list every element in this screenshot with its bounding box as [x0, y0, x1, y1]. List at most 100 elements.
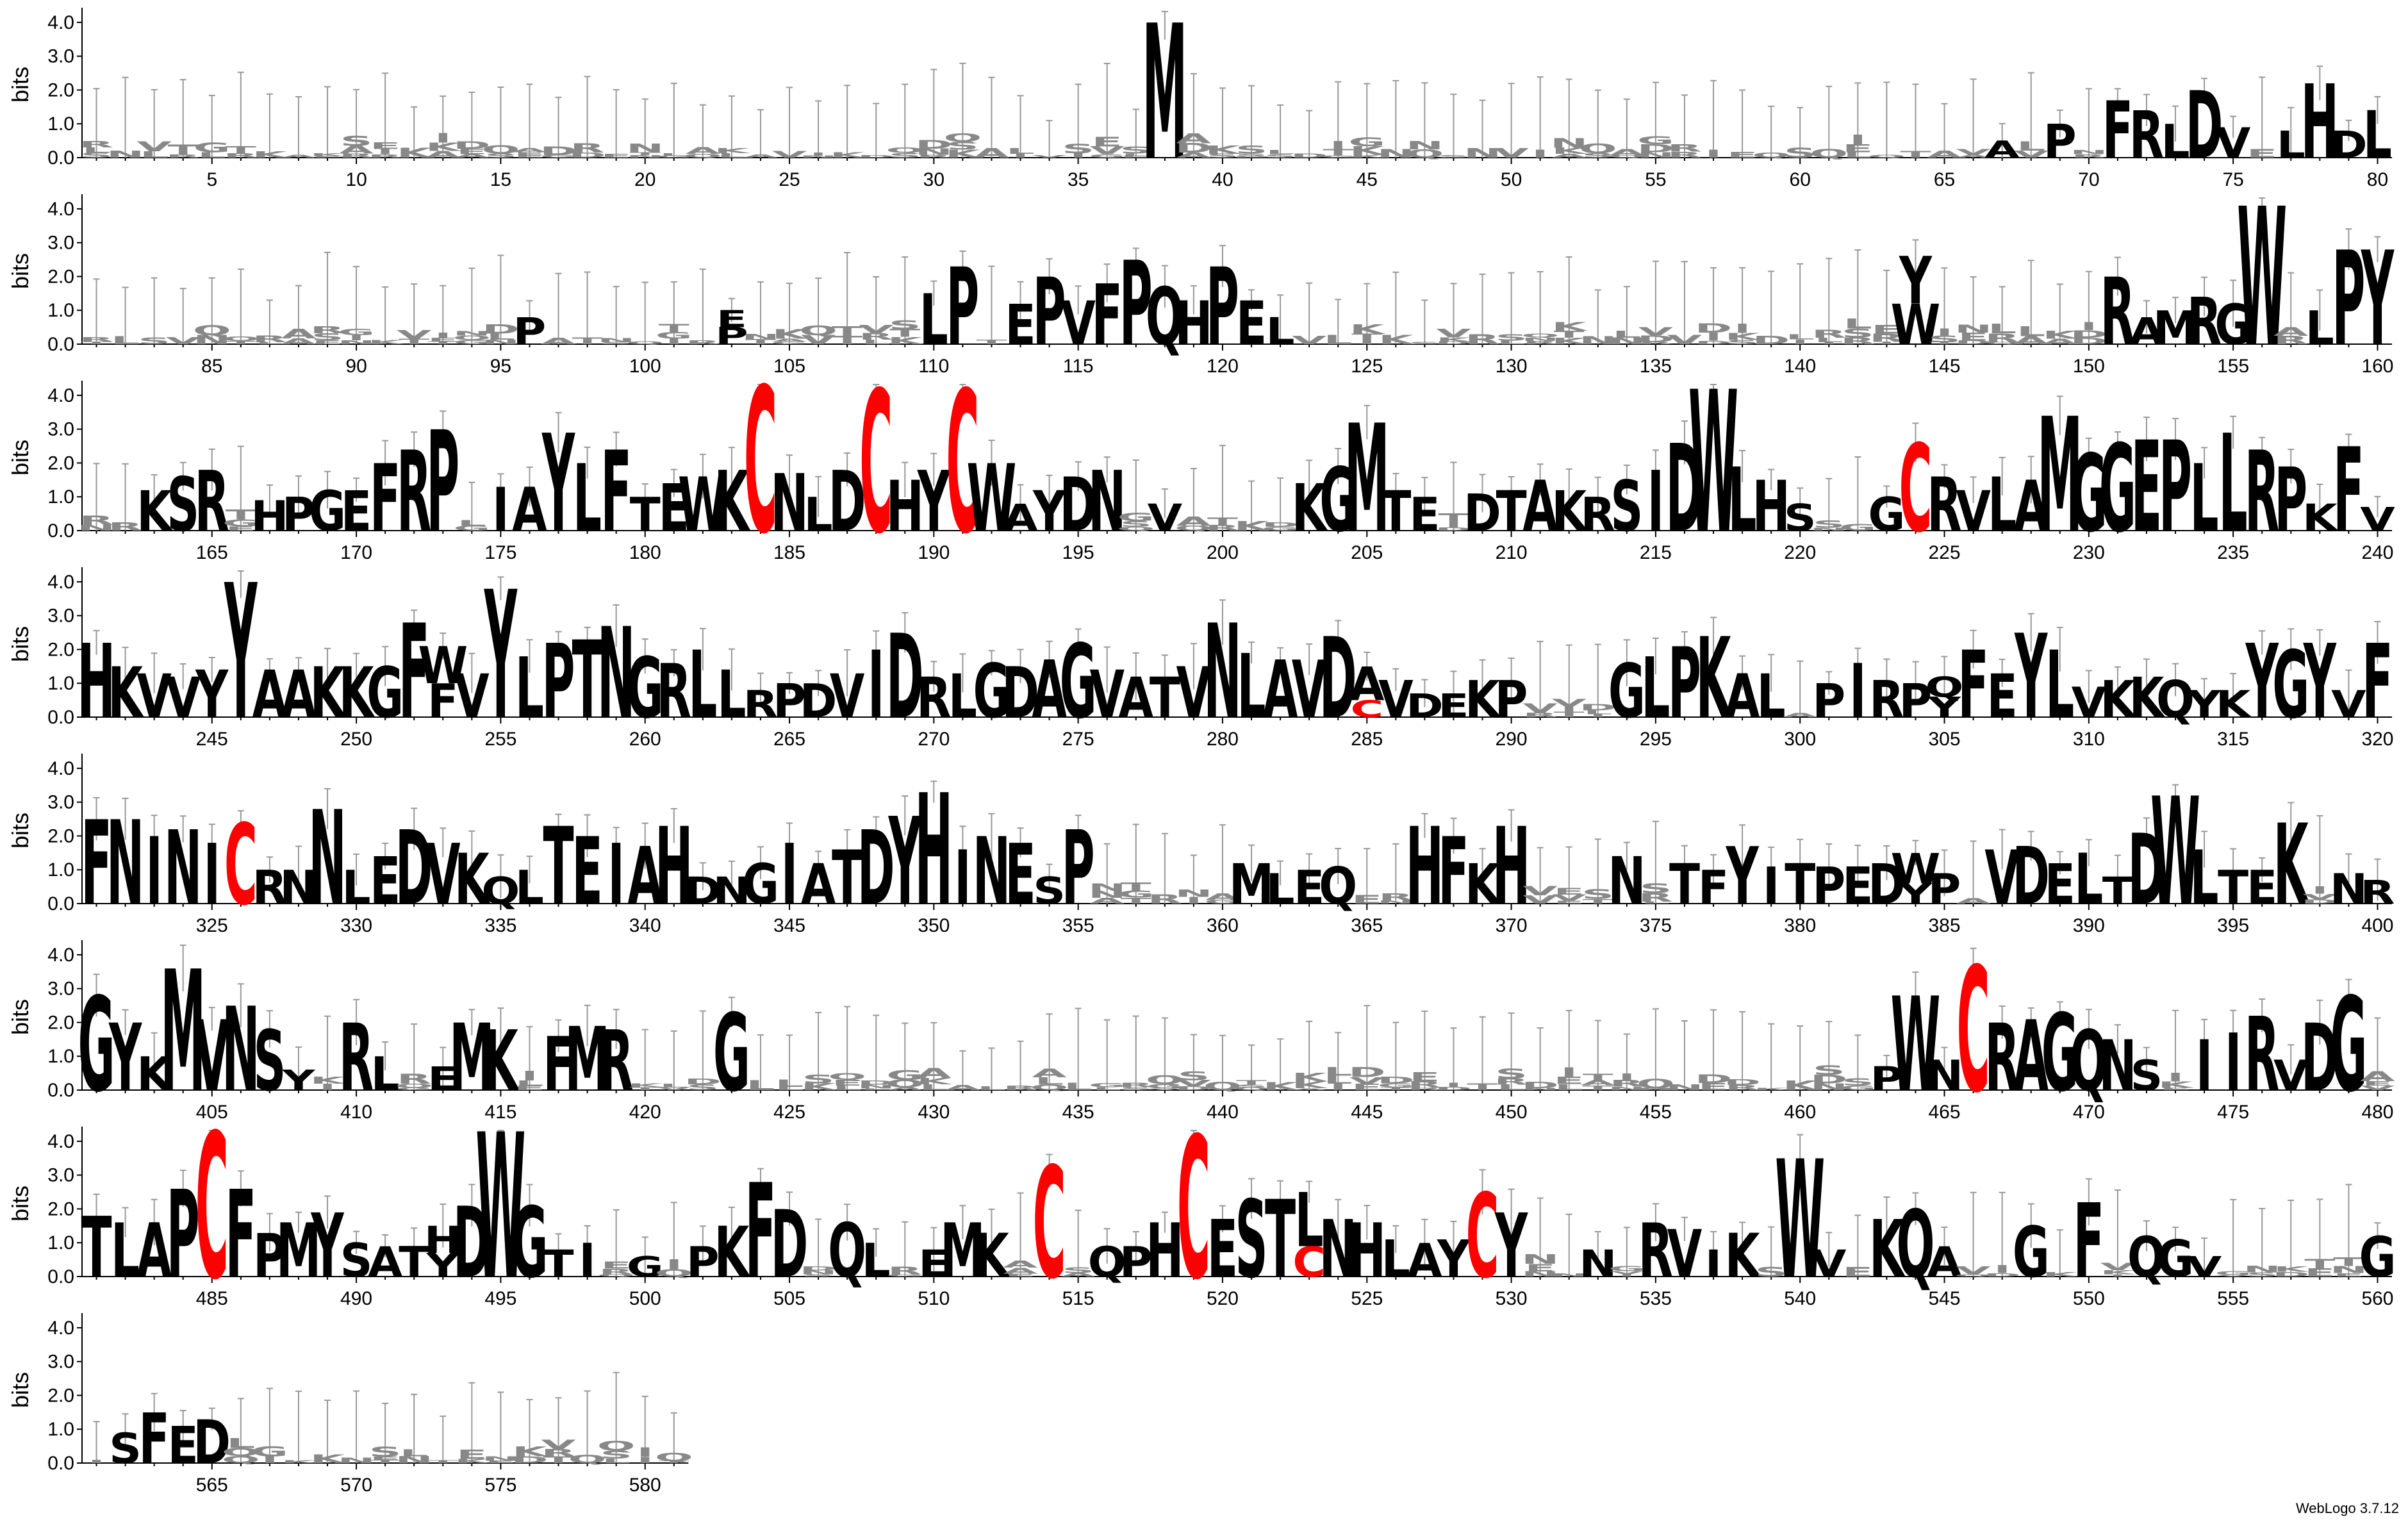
- logo-column: Y: [1032, 474, 1066, 544]
- logo-letter: N: [2070, 149, 2107, 156]
- logo-letter: S: [1119, 145, 1152, 156]
- logo-letter: E: [2247, 861, 2277, 914]
- logo-letter: V: [1522, 893, 1558, 907]
- y-tick-label: 2.0: [47, 1385, 74, 1406]
- logo-letter: D: [1435, 341, 1472, 345]
- logo-column: RT: [224, 71, 258, 159]
- logo-column: P: [2043, 109, 2077, 169]
- logo-letter: V: [801, 333, 836, 347]
- logo-letter: E: [1409, 488, 1440, 542]
- x-tick-label: 85: [201, 356, 222, 377]
- logo-column: Q: [1867, 81, 1906, 158]
- logo-letter: P: [2332, 224, 2366, 375]
- logo-letter: Y: [888, 793, 922, 933]
- logo-letter: F: [1438, 817, 1469, 925]
- logo-letter: P: [426, 402, 459, 565]
- logo-letter: P: [1062, 810, 1095, 929]
- logo-letter: E: [514, 151, 545, 156]
- logo-letter: S: [1813, 518, 1845, 530]
- logo-letter: T: [832, 834, 862, 921]
- logo-column: L: [2363, 95, 2392, 173]
- logo-column: RND: [915, 69, 953, 158]
- logo-column: G: [2214, 279, 2252, 358]
- logo-letter: R: [310, 325, 345, 336]
- logo-column: DIT: [1435, 461, 1472, 532]
- logo-letter: S: [1610, 466, 1643, 547]
- x-tick-label: 360: [1207, 915, 1239, 936]
- logo-letter: T: [1900, 149, 1931, 160]
- logo-column: P: [426, 402, 459, 565]
- logo-column: TGT: [1117, 823, 1155, 906]
- logo-letter: E: [427, 336, 458, 343]
- logo-column: RA: [2273, 272, 2309, 347]
- x-tick-label: 140: [1784, 356, 1816, 377]
- logo-column: C: [1033, 1136, 1066, 1313]
- x-tick-label: 560: [2361, 1288, 2393, 1309]
- logo-column: H: [2301, 64, 2339, 183]
- y-axis-title: bits: [7, 67, 33, 103]
- logo-letter: H: [1175, 288, 1212, 359]
- logo-column: L: [111, 1207, 140, 1295]
- x-tick-label: 475: [2217, 1102, 2249, 1123]
- logo-column: K: [339, 652, 375, 734]
- logo-letter: G: [1204, 899, 1241, 905]
- logo-letter: K: [772, 327, 809, 342]
- logo-column: D: [886, 611, 923, 745]
- logo-letter: Q: [452, 334, 491, 342]
- logo-letter: E: [1121, 155, 1151, 158]
- x-tick-label: 185: [773, 542, 805, 563]
- logo-letter: A: [916, 1066, 952, 1082]
- logo-letter: K: [454, 839, 491, 920]
- logo-column: IG: [251, 1387, 288, 1465]
- x-tick-label: 205: [1351, 542, 1383, 563]
- logo-column: D: [2330, 119, 2368, 167]
- logo-letter: A: [1927, 149, 1962, 160]
- logo-letter: I: [1445, 522, 1462, 529]
- logo-letter: N: [597, 337, 635, 343]
- logo-column: D: [857, 810, 895, 929]
- logo-column: I: [146, 815, 163, 925]
- logo-column: D: [395, 807, 433, 929]
- logo-column: TN: [742, 281, 779, 345]
- logo-letter: F: [139, 1398, 170, 1480]
- logo-letter: E: [1438, 688, 1469, 725]
- logo-column: D: [829, 452, 866, 550]
- logo-letter: K: [2129, 666, 2166, 731]
- logo-letter: A: [1032, 644, 1067, 736]
- logo-letter: I: [1994, 1263, 2011, 1276]
- logo-column: D: [1291, 110, 1328, 159]
- logo-letter: K: [2043, 329, 2080, 342]
- logo-letter: K: [2216, 683, 2252, 726]
- logo-letter: K: [2302, 497, 2339, 540]
- logo-letter: D: [2128, 813, 2165, 927]
- logo-column: I: [1647, 449, 1664, 550]
- logo-letter: E: [1092, 135, 1123, 150]
- logo-column: P: [1033, 258, 1066, 366]
- logo-letter: S: [889, 152, 921, 160]
- logo-column: LK: [714, 95, 751, 159]
- logo-column: VL: [2013, 72, 2049, 160]
- logo-letter: Y: [1899, 244, 1932, 319]
- x-tick-label: 285: [1351, 729, 1383, 750]
- logo-letter: D: [2330, 124, 2367, 167]
- logo-letter: C: [1899, 420, 1933, 560]
- logo-column: N: [1579, 1231, 1617, 1286]
- logo-letter: R: [108, 520, 142, 533]
- logo-letter: A: [2043, 337, 2078, 345]
- logo-letter: N: [1406, 139, 1444, 153]
- logo-column: NQ: [1637, 1008, 1675, 1091]
- y-tick-label: 0.0: [47, 520, 74, 542]
- logo-letter: D: [857, 810, 895, 929]
- logo-column: D: [1752, 270, 1790, 347]
- logo-letter: K: [1292, 470, 1328, 546]
- logo-letter: R: [743, 683, 778, 726]
- logo-letter: C: [224, 801, 258, 931]
- logo-letter: T: [889, 327, 920, 340]
- logo-column: D: [1002, 649, 1039, 734]
- logo-column: NL: [395, 1393, 433, 1465]
- logo-letter: A: [1119, 666, 1153, 731]
- logo-column: R: [916, 661, 951, 731]
- x-tick-label: 305: [1929, 729, 1961, 750]
- logo-column: G: [511, 1184, 548, 1300]
- logo-column: L: [515, 639, 544, 737]
